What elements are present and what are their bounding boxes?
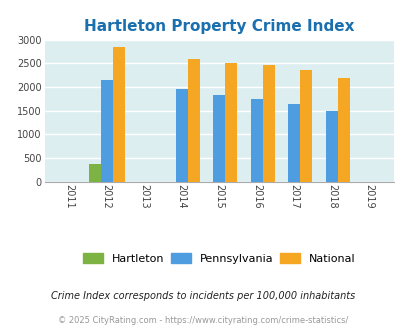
Legend: Hartleton, Pennsylvania, National: Hartleton, Pennsylvania, National (79, 249, 358, 267)
Bar (213, 95, 225, 182)
Text: Crime Index corresponds to incidents per 100,000 inhabitants: Crime Index corresponds to incidents per… (51, 291, 354, 301)
Bar (337, 78, 349, 182)
Bar (262, 65, 274, 182)
Bar (187, 58, 199, 182)
Bar (325, 111, 337, 182)
Text: © 2025 CityRating.com - https://www.cityrating.com/crime-statistics/: © 2025 CityRating.com - https://www.city… (58, 316, 347, 325)
Bar (225, 63, 237, 182)
Bar (88, 164, 100, 182)
Bar (100, 80, 112, 182)
Bar (288, 104, 300, 182)
Bar (250, 99, 262, 182)
Bar (112, 47, 124, 182)
Bar (300, 70, 311, 182)
Title: Hartleton Property Crime Index: Hartleton Property Crime Index (84, 19, 354, 34)
Bar (175, 89, 187, 182)
